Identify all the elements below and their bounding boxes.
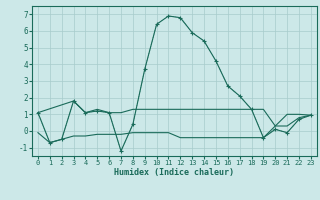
X-axis label: Humidex (Indice chaleur): Humidex (Indice chaleur) <box>115 168 234 177</box>
